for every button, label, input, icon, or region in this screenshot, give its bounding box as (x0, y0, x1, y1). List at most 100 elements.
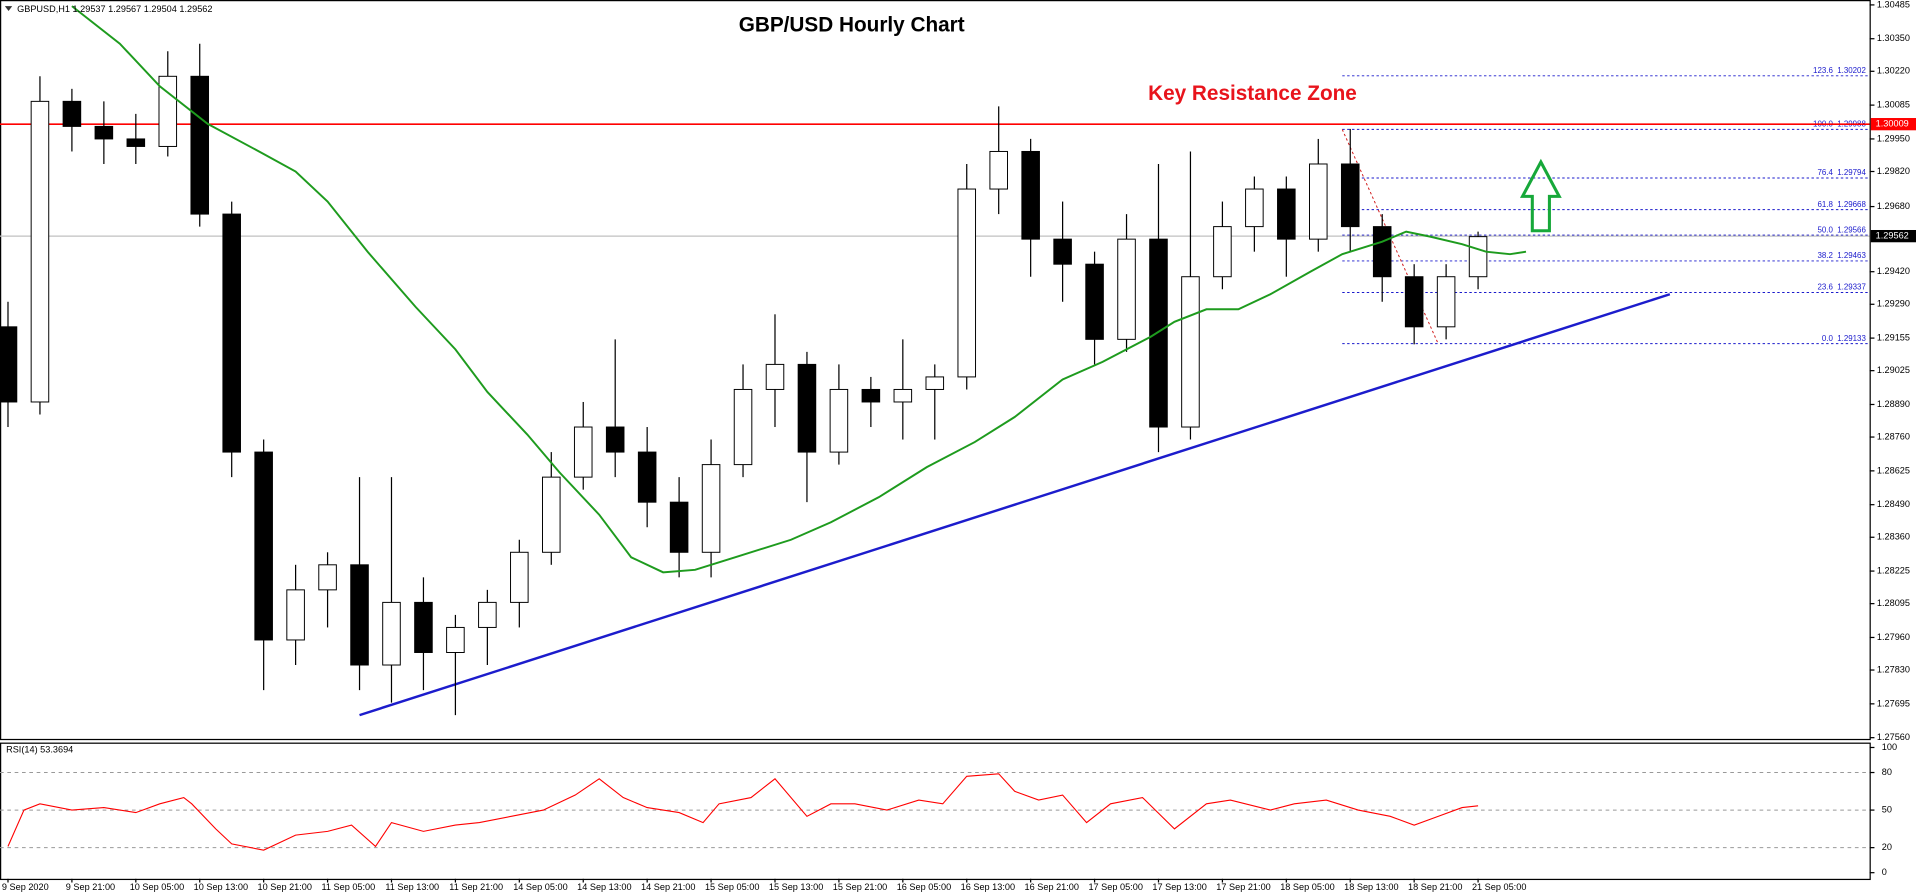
y-tick-label: 1.29025 (1877, 365, 1910, 375)
y-tick-label: 1.27830 (1877, 664, 1910, 674)
y-tick-label: 1.27960 (1877, 632, 1910, 642)
y-tick-label: 1.28095 (1877, 598, 1910, 608)
resistance-price-box (1870, 118, 1916, 131)
x-tick-label: 21 Sep 05:00 (1472, 882, 1526, 892)
candle-body (1340, 163, 1360, 228)
candle-body (542, 476, 561, 553)
y-tick-label: 1.29680 (1877, 201, 1910, 211)
fib-ratio-label: 0.0 (1822, 334, 1834, 343)
resistance-price-label: 1.30009 (1876, 119, 1909, 129)
candle-body (573, 426, 593, 478)
y-tick-label: 1.28890 (1877, 399, 1910, 409)
x-tick-label: 15 Sep 21:00 (833, 882, 887, 892)
y-tick-label: 80 (1882, 767, 1892, 777)
candle-body (797, 363, 817, 453)
y-tick-label: 1.27695 (1877, 698, 1910, 708)
fib-price-label: 1.30202 (1837, 66, 1866, 75)
candle-body (190, 75, 210, 215)
candle-body (701, 464, 721, 553)
x-tick-label: 11 Sep 21:00 (449, 882, 503, 892)
candle-body (957, 188, 977, 378)
x-tick-label: 14 Sep 13:00 (577, 882, 631, 892)
y-tick-label: 1.29820 (1877, 166, 1910, 176)
fib-ratio-label: 123.6 (1813, 66, 1833, 75)
x-tick-label: 18 Sep 13:00 (1344, 882, 1398, 892)
candle-body (989, 150, 1008, 190)
y-tick-label: 100 (1882, 742, 1897, 752)
y-tick-label: 20 (1882, 842, 1892, 852)
moving-average (71, 5, 1527, 574)
current-price-box (1870, 229, 1916, 243)
candle-body (637, 451, 657, 503)
rsi-line (7, 773, 1479, 851)
fib-ratio-label: 38.2 (1817, 251, 1833, 260)
x-tick-label: 18 Sep 21:00 (1408, 882, 1462, 892)
y-tick-label: 1.27560 (1877, 732, 1910, 742)
fib-price-label: 1.29337 (1837, 283, 1866, 292)
candle-body (1245, 188, 1264, 228)
fib-price-label: 1.29463 (1837, 251, 1866, 260)
y-tick-label: 1.28225 (1877, 565, 1910, 575)
trendline (359, 293, 1671, 717)
x-tick-label: 11 Sep 05:00 (321, 882, 375, 892)
candle-body (414, 601, 433, 653)
candle-body (382, 601, 401, 666)
candle-body (1085, 263, 1104, 340)
candle-body (222, 213, 241, 453)
x-tick-label: 17 Sep 13:00 (1152, 882, 1206, 892)
x-tick-label: 9 Sep 21:00 (66, 882, 115, 892)
rsi-panel-frame (0, 742, 1871, 881)
candle-body (1053, 238, 1072, 265)
candle-body (605, 426, 625, 453)
x-tick-label: 15 Sep 13:00 (769, 882, 823, 892)
fib-ratio-label: 61.8 (1817, 200, 1833, 209)
fib-ratio-label: 50.0 (1817, 225, 1833, 234)
candle-body (1468, 236, 1488, 278)
candle-body (861, 388, 881, 403)
x-tick-label: 17 Sep 21:00 (1216, 882, 1270, 892)
y-tick-label: 1.28760 (1877, 431, 1910, 441)
x-tick-label: 15 Sep 05:00 (705, 882, 759, 892)
x-tick-label: 14 Sep 21:00 (641, 882, 695, 892)
rsi-label: RSI(14) 53.3694 (6, 744, 73, 754)
fib-price-label: 1.29668 (1837, 200, 1866, 209)
x-tick-label: 10 Sep 05:00 (130, 882, 184, 892)
y-tick-label: 1.29155 (1877, 333, 1910, 343)
candle-body (1372, 226, 1392, 278)
y-tick-label: 1.29420 (1877, 266, 1910, 276)
candle-body (1181, 276, 1200, 428)
candle-body (1277, 188, 1296, 240)
y-tick-label: 1.30485 (1877, 0, 1910, 9)
y-tick-label: 1.30220 (1877, 66, 1910, 76)
candle-body (669, 501, 689, 553)
candle-body (0, 326, 18, 403)
x-tick-label: 18 Sep 05:00 (1280, 882, 1334, 892)
resistance-annotation: Key Resistance Zone (1148, 82, 1357, 105)
symbol-marker (4, 6, 13, 12)
candle-body (30, 100, 50, 403)
y-tick-label: 50 (1882, 804, 1892, 814)
main-panel: 1.30202123.61.29988100.01.2979476.41.296… (0, 5, 1870, 717)
symbol-header: GBPUSD,H1 1.29537 1.29567 1.29504 1.2956… (17, 4, 212, 14)
candle-body (829, 388, 849, 453)
candle-body (158, 75, 178, 147)
x-tick-label: 17 Sep 05:00 (1088, 882, 1142, 892)
candle-body (1117, 238, 1136, 340)
y-tick-label: 1.28490 (1877, 499, 1910, 509)
candle-body (925, 376, 945, 390)
fib-price-label: 1.29133 (1837, 334, 1866, 343)
fib-price-label: 1.29566 (1837, 225, 1866, 234)
candle-body (254, 451, 273, 641)
candle-body (350, 564, 369, 666)
y-tick-label: 1.29290 (1877, 299, 1910, 309)
candle-body (286, 589, 305, 641)
y-tick-label: 1.28360 (1877, 532, 1910, 542)
candle-body (765, 363, 785, 390)
candle-body (446, 626, 465, 653)
rsi-panel (0, 772, 1870, 851)
fib-ratio-label: 23.6 (1817, 283, 1833, 292)
x-tick-label: 11 Sep 13:00 (385, 882, 439, 892)
